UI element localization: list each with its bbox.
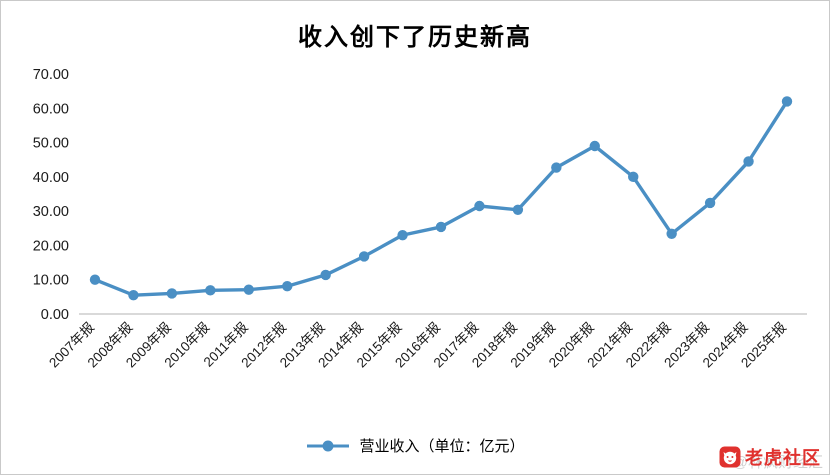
data-point-marker: [128, 289, 139, 301]
legend-line-marker-icon: [307, 440, 350, 451]
brand-watermark: 老虎社区: [719, 444, 821, 470]
y-tick-label: 20.00: [33, 238, 69, 254]
data-point-marker: [397, 229, 408, 241]
legend-series-label: 营业收入（单位：亿元）: [359, 438, 525, 455]
y-tick-label: 70.00: [33, 67, 69, 83]
data-point-marker: [666, 228, 677, 239]
data-point-marker: [743, 156, 754, 167]
y-tick-label: 50.00: [33, 136, 69, 152]
data-point-marker: [704, 197, 716, 209]
brand-watermark-label: 老虎社区: [745, 448, 821, 468]
data-point-marker: [358, 251, 370, 262]
data-point-marker: [166, 288, 178, 299]
revenue-line: [93, 99, 789, 297]
tiger-logo-icon: [719, 446, 741, 468]
y-tick-label: 10.00: [33, 273, 69, 289]
data-point-marker: [474, 200, 485, 212]
data-point-marker: [282, 281, 293, 292]
data-point-marker: [589, 140, 600, 152]
revenue-line-chart: 0.0010.0020.0030.0040.0050.0060.0070.002…: [33, 67, 807, 370]
y-tick-label: 30.00: [33, 204, 69, 220]
chart-title: 收入创下了历史新高: [298, 24, 532, 51]
data-point-marker: [512, 204, 524, 215]
data-point-marker: [781, 96, 793, 107]
y-tick-label: 60.00: [33, 101, 69, 117]
data-point-marker: [628, 171, 639, 183]
data-point-marker: [89, 274, 101, 285]
data-point-marker: [320, 269, 331, 281]
legend: 营业收入（单位：亿元）: [1, 435, 829, 456]
data-point-marker: [435, 221, 447, 233]
data-point-marker: [243, 284, 254, 295]
y-tick-label: 40.00: [33, 170, 69, 186]
faint-author-watermark: @林疯财经汇: [732, 454, 823, 471]
y-tick-label: 0.00: [41, 307, 69, 323]
data-point-marker: [551, 162, 562, 173]
data-point-marker: [205, 285, 216, 296]
